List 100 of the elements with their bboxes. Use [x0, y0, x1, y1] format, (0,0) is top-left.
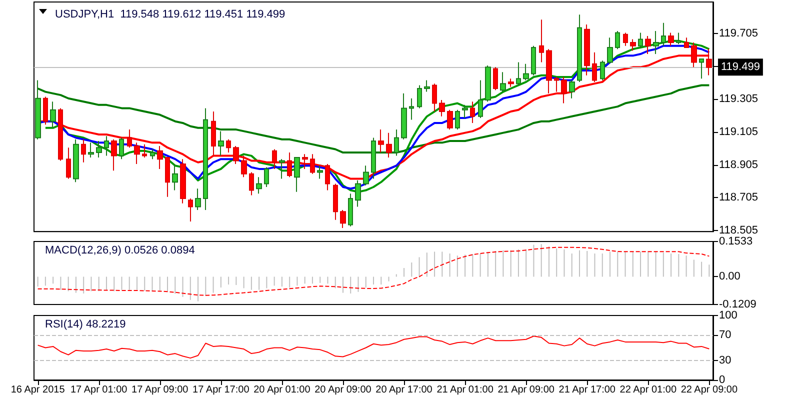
candlestick — [218, 130, 224, 156]
y-tick-label: 0 — [719, 374, 726, 386]
candlestick — [417, 84, 422, 109]
line-series — [37, 336, 710, 359]
candlestick — [249, 172, 254, 196]
candlestick — [424, 80, 430, 92]
candlestick — [485, 65, 491, 102]
candlestick — [35, 80, 41, 140]
candlestick — [554, 76, 559, 92]
line-series — [37, 246, 710, 296]
x-tick-label: 17 Apr 17:00 — [192, 384, 250, 396]
candlestick — [157, 145, 163, 170]
candlestick — [615, 30, 620, 50]
candlestick — [371, 137, 376, 180]
x-tick-label: 20 Apr 01:00 — [254, 384, 311, 396]
candlestick — [623, 32, 628, 46]
candlestick — [630, 38, 636, 52]
candlestick — [523, 63, 529, 81]
candlestick — [211, 110, 216, 156]
x-tick-label: 17 Apr 09:00 — [132, 384, 189, 396]
candlestick — [607, 37, 613, 64]
candlestick — [668, 32, 674, 46]
line-series — [36, 84, 710, 154]
candlestick — [233, 145, 239, 165]
y-tick-label: 0.00 — [719, 270, 740, 283]
x-tick-label: 22 Apr 09:00 — [680, 384, 738, 396]
candlestick — [317, 165, 323, 180]
candlestick — [142, 144, 147, 158]
candlestick — [355, 180, 361, 208]
candlestick — [310, 154, 315, 174]
candlestick — [531, 45, 536, 76]
x-tick-label: 22 Apr 01:00 — [620, 384, 677, 396]
candlestick — [226, 138, 231, 154]
candlestick — [500, 72, 506, 92]
candlestick — [119, 137, 124, 160]
candlestick — [188, 198, 193, 222]
candlestick — [569, 80, 575, 99]
candlestick — [73, 138, 79, 183]
x-tick-label: 21 Apr 09:00 — [498, 384, 555, 396]
candlestick — [340, 209, 346, 229]
candlestick — [386, 132, 392, 158]
y-tick-label: 118.905 — [719, 158, 758, 171]
candlestick — [661, 22, 666, 46]
candlestick — [478, 80, 483, 119]
candlestick — [264, 166, 269, 188]
ref-line-label: 119.499 — [721, 61, 760, 74]
candlestick — [676, 32, 681, 45]
x-tick-label: 17 Apr 01:00 — [70, 384, 128, 396]
candlestick — [432, 83, 437, 112]
x-tick-label: 20 Apr 17:00 — [376, 384, 433, 396]
candlestick — [363, 165, 369, 186]
candlestick — [127, 129, 132, 148]
candlestick — [58, 108, 63, 162]
candlestick — [470, 101, 475, 124]
candlestick — [111, 138, 117, 172]
candlestick — [66, 147, 71, 180]
candlestick — [104, 136, 109, 156]
candlestick — [493, 66, 498, 91]
x-tick-label: 20 Apr 09:00 — [314, 384, 372, 396]
y-tick-label: 0.1533 — [719, 236, 753, 248]
candlestick — [684, 37, 689, 48]
x-tick-label: 21 Apr 01:00 — [436, 384, 494, 396]
candlestick — [134, 142, 140, 165]
y-tick-label: 119.305 — [719, 93, 758, 106]
candlestick — [195, 188, 201, 210]
y-tick-label: 119.105 — [719, 126, 758, 138]
candlestick — [409, 98, 414, 120]
text: USDJPY,H1 119.548 119.612 119.451 119.499 — [55, 8, 286, 20]
y-tick-label: 30 — [719, 354, 732, 367]
candlestick — [584, 24, 590, 76]
candlestick — [561, 76, 567, 104]
candlestick — [50, 101, 56, 128]
chart-title: MACD(12,26,9) 0.0526 0.0894 — [45, 244, 195, 256]
chart-title: RSI(14) 48.2219 — [45, 318, 126, 330]
candlestick — [508, 78, 514, 88]
candlestick — [577, 14, 582, 82]
candlestick — [462, 104, 468, 119]
candlestick — [378, 129, 384, 154]
candlestick — [516, 62, 521, 86]
candlestick — [348, 193, 353, 227]
candlestick — [272, 148, 277, 170]
y-tick-label: 118.705 — [719, 192, 758, 204]
candlestick — [455, 109, 460, 130]
y-tick-label: 119.705 — [719, 28, 758, 40]
y-tick-label: -0.1209 — [719, 298, 756, 310]
candlestick — [88, 142, 94, 158]
candlestick — [401, 92, 407, 140]
x-tick-label: 16 Apr 2015 — [10, 384, 66, 396]
candlestick — [699, 58, 704, 80]
candlestick — [439, 100, 445, 117]
candlestick — [638, 32, 643, 48]
candlestick — [600, 60, 605, 81]
candlestick — [294, 156, 300, 192]
candlestick — [447, 109, 453, 130]
y-tick-label: 70 — [719, 328, 732, 341]
candlestick — [256, 176, 262, 194]
candlestick — [279, 158, 285, 180]
y-tick-label: 118.505 — [719, 224, 758, 236]
candlestick — [172, 164, 178, 191]
candlestick — [203, 108, 208, 210]
